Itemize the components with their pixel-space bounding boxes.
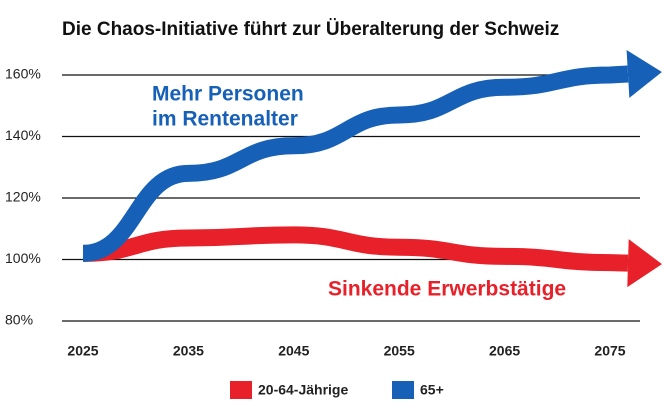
x-tick-label: 2035	[173, 343, 204, 359]
annotation: Mehr Personen	[152, 83, 304, 106]
x-tick-label: 2025	[67, 343, 98, 359]
legend-swatch	[230, 381, 252, 399]
y-tick-label: 120%	[5, 189, 41, 205]
series-line	[82, 65, 629, 262]
annotation: Sinkende Erwerbstätige	[328, 278, 566, 301]
arrow-head	[626, 49, 662, 98]
x-tick-label: 2065	[489, 343, 520, 359]
series-line	[82, 226, 629, 272]
annotation: im Rentenalter	[152, 108, 298, 131]
chart-title: Die Chaos-Initiative führt zur Überalter…	[62, 19, 559, 40]
x-tick-label: 2055	[384, 343, 415, 359]
y-tick-label: 160%	[5, 66, 41, 82]
y-tick-label: 100%	[5, 250, 41, 266]
y-tick-label: 140%	[5, 127, 41, 143]
legend-swatch	[392, 381, 414, 399]
x-tick-label: 2075	[594, 343, 625, 359]
legend-label: 20-64-Jährige	[258, 382, 348, 398]
arrow-head	[627, 239, 662, 288]
x-tick-label: 2045	[278, 343, 309, 359]
y-tick-label: 80%	[5, 312, 33, 328]
legend-label: 65+	[420, 382, 444, 398]
